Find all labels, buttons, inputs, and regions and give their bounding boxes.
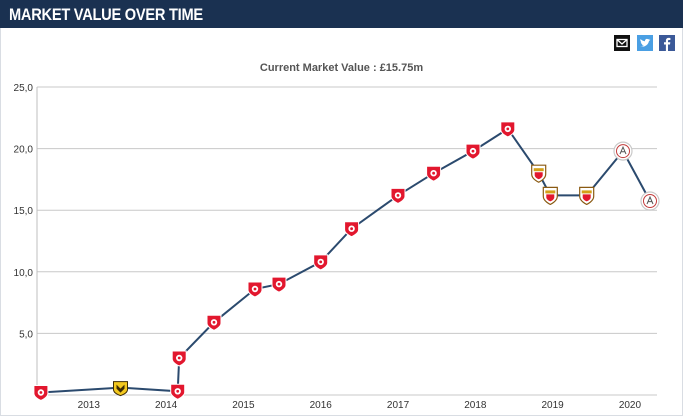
- panel-header: MARKET VALUE OVER TIME: [0, 0, 683, 28]
- data-point[interactable]: [465, 143, 481, 160]
- data-point[interactable]: [426, 165, 442, 182]
- data-point[interactable]: [271, 276, 287, 293]
- x-tick-label: 2020: [619, 400, 642, 411]
- data-point[interactable]: [247, 281, 263, 298]
- x-tick-label: 2018: [464, 400, 487, 411]
- share-twitter-button[interactable]: [637, 35, 653, 51]
- x-tick-label: 2013: [78, 400, 101, 411]
- y-tick-label: 25,0: [14, 83, 34, 94]
- data-point[interactable]: [113, 381, 128, 397]
- data-point[interactable]: [500, 121, 516, 138]
- data-point[interactable]: [531, 164, 547, 183]
- data-point[interactable]: [390, 187, 406, 204]
- data-point[interactable]: [33, 385, 49, 402]
- facebook-icon: [664, 37, 671, 51]
- x-tick-label: 2016: [310, 400, 333, 411]
- data-point[interactable]: [170, 383, 186, 400]
- data-point[interactable]: [613, 141, 633, 161]
- series-line: [40, 127, 651, 394]
- y-tick-label: 5,0: [19, 329, 33, 340]
- twitter-icon: [640, 38, 651, 47]
- data-point[interactable]: [542, 186, 558, 206]
- data-point[interactable]: [171, 350, 187, 367]
- panel-title: MARKET VALUE OVER TIME: [9, 5, 203, 24]
- share-email-button[interactable]: [614, 35, 630, 51]
- share-facebook-button[interactable]: [659, 35, 675, 51]
- y-tick-label: 10,0: [14, 268, 34, 279]
- data-point[interactable]: [206, 314, 222, 331]
- data-point[interactable]: [344, 221, 360, 238]
- data-point[interactable]: [640, 191, 660, 211]
- y-tick-label: 15,0: [14, 206, 34, 217]
- data-point[interactable]: [579, 186, 595, 206]
- x-tick-label: 2015: [232, 400, 255, 411]
- data-point[interactable]: [313, 254, 329, 271]
- mail-icon: [616, 38, 628, 48]
- x-tick-label: 2017: [387, 400, 410, 411]
- y-tick-label: 20,0: [14, 145, 34, 156]
- x-tick-label: 2014: [155, 400, 178, 411]
- x-tick-label: 2019: [542, 400, 565, 411]
- chart-title: Current Market Value : £15.75m: [259, 62, 424, 74]
